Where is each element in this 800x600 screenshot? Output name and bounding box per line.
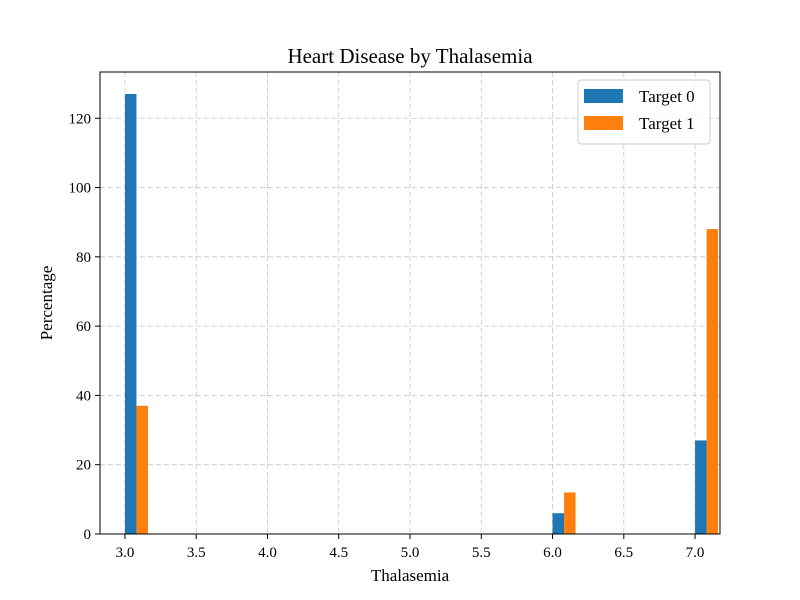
chart-title: Heart Disease by Thalasemia	[287, 44, 533, 68]
y-axis: 0 20 40 60 80 100 120	[69, 111, 100, 543]
x-tick-label: 4.5	[329, 545, 348, 561]
bars-group	[124, 94, 719, 534]
legend-label: Target 1	[639, 114, 695, 133]
legend: Target 0 Target 1	[577, 79, 711, 145]
x-axis-label: Thalasemia	[371, 566, 450, 585]
x-tick-label: 4.0	[258, 545, 277, 561]
y-tick-label: 40	[76, 388, 91, 404]
y-tick-label: 120	[69, 111, 92, 127]
x-tick-label: 7.0	[686, 545, 705, 561]
y-tick-label: 100	[69, 181, 92, 197]
x-tick-label: 5.5	[472, 545, 491, 561]
x-tick-label: 5.0	[401, 545, 420, 561]
y-tick-label: 60	[76, 319, 91, 335]
x-tick-label: 3.0	[116, 545, 135, 561]
bar-target-0	[552, 513, 565, 534]
y-axis-label: Percentage	[37, 266, 56, 341]
legend-swatch	[584, 116, 623, 130]
x-axis: 3.0 3.5 4.0 4.5 5.0 5.5 6.0 6.5 7.0	[116, 534, 705, 561]
legend-swatch	[584, 89, 623, 103]
x-tick-label: 6.5	[614, 545, 633, 561]
bar-target-1	[706, 229, 719, 534]
y-tick-label: 20	[76, 458, 91, 474]
y-tick-label: 80	[76, 250, 91, 266]
bar-target-0	[124, 94, 137, 534]
bar-target-0	[695, 440, 707, 534]
y-tick-label: 0	[84, 527, 92, 543]
bar-target-1	[564, 492, 576, 534]
x-tick-label: 6.0	[543, 545, 562, 561]
x-tick-label: 3.5	[187, 545, 206, 561]
bar-target-1	[136, 405, 148, 534]
legend-label: Target 0	[639, 87, 695, 106]
